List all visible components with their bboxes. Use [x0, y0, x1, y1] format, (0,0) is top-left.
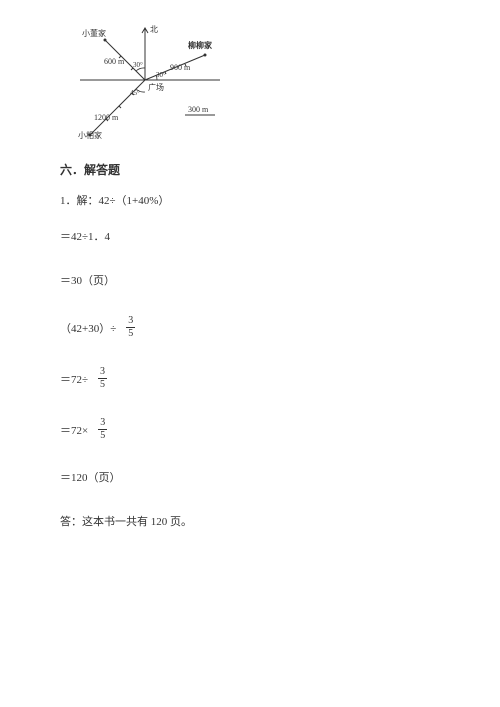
dist-right: 900 m — [170, 63, 191, 72]
fraction-numerator: 3 — [126, 316, 135, 327]
step-line-frac: ＝72× 3 5 — [60, 418, 440, 441]
diagram-svg: 小董家 北 柳柳家 600 m 900 m 广场 30° 30° 45° 120… — [70, 20, 240, 140]
result-line: ＝120（页） — [60, 469, 440, 485]
direction-diagram: 小董家 北 柳柳家 600 m 900 m 广场 30° 30° 45° 120… — [70, 20, 440, 143]
step-line: ＝30（页） — [60, 272, 440, 288]
label-top-left: 小董家 — [82, 28, 106, 38]
frac-prefix: ＝72× — [60, 422, 88, 438]
label-right: 柳柳家 — [188, 40, 213, 50]
dist-top-left: 600 m — [104, 57, 125, 66]
fraction-denominator: 5 — [98, 378, 107, 390]
step-line: ＝42÷1．4 — [60, 228, 440, 244]
answer-line: 答：这本书一共有 120 页。 — [60, 513, 440, 529]
fraction-numerator: 3 — [98, 418, 107, 429]
page: 小董家 北 柳柳家 600 m 900 m 广场 30° 30° 45° 120… — [0, 0, 500, 577]
frac-prefix: （42+30）÷ — [60, 320, 116, 336]
step-line-frac: （42+30）÷ 3 5 — [60, 316, 440, 339]
section-title: 六．解答题 — [60, 161, 440, 178]
scale-label: 300 m — [188, 105, 209, 114]
angle-tl: 30° — [133, 61, 143, 69]
fraction-denominator: 5 — [126, 327, 135, 339]
angle-bl: 45° — [130, 89, 140, 97]
fraction: 3 5 — [98, 418, 107, 441]
angle-r: 30° — [156, 71, 166, 79]
step-line: 1．解：42÷（1+40%） — [60, 192, 440, 208]
fraction-denominator: 5 — [98, 429, 107, 441]
fraction: 3 5 — [126, 316, 135, 339]
label-center: 广场 — [148, 82, 164, 92]
dist-bl: 1200 m — [94, 113, 119, 122]
label-north: 北 — [150, 25, 158, 34]
fraction-numerator: 3 — [98, 367, 107, 378]
frac-prefix: ＝72÷ — [60, 371, 88, 387]
fraction: 3 5 — [98, 367, 107, 390]
step-line-frac: ＝72÷ 3 5 — [60, 367, 440, 390]
label-bl: 小相家 — [78, 130, 102, 140]
